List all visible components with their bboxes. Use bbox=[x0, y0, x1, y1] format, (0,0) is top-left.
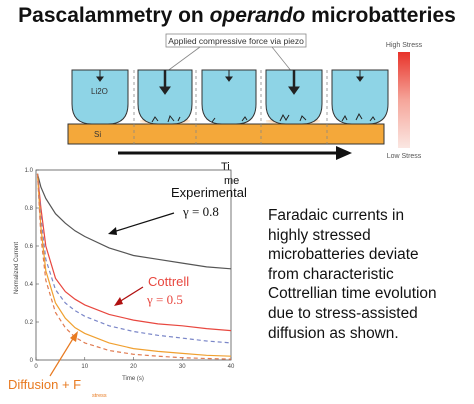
x-axis-label: Time (s) bbox=[122, 376, 144, 382]
x-tick-label: 40 bbox=[228, 364, 235, 370]
plot-axes: 0 10 20 30 40 0 0.2 0.4 0.6 0.8 1.0 bbox=[25, 168, 235, 370]
description-line: microbatteries deviate bbox=[268, 246, 419, 264]
x-tick-label: 30 bbox=[179, 364, 186, 370]
plot-series bbox=[36, 173, 232, 360]
arrow-experimental bbox=[112, 212, 175, 233]
force-arrows bbox=[96, 70, 364, 95]
annotation-cottrell-gamma: γ = 0.5 bbox=[146, 292, 183, 307]
crack-marks bbox=[151, 112, 376, 123]
li2o-cell-5 bbox=[331, 69, 389, 125]
description-text: Faradaic currents in highly stressed mic… bbox=[268, 206, 468, 343]
series-line-experimental bbox=[36, 173, 232, 270]
page-title: Pascalammetry on operando microbatteries bbox=[18, 4, 456, 27]
annotation-experimental: Experimental bbox=[171, 185, 247, 200]
callout-text: Applied compressive force via piezo bbox=[168, 36, 304, 46]
stress-scale-bar bbox=[398, 52, 410, 148]
series-line-cottrell bbox=[36, 173, 232, 332]
time-label-2: me bbox=[224, 175, 239, 187]
stress-zone-1 bbox=[140, 120, 190, 130]
time-label-1: Ti bbox=[221, 161, 230, 173]
annotation-diffusion-sub: stress bbox=[92, 393, 107, 399]
li2o-cell-3 bbox=[201, 69, 257, 125]
y-tick-label: 0.4 bbox=[25, 282, 34, 288]
description-line: diffusion as shown. bbox=[268, 324, 399, 342]
series-line-5 bbox=[36, 173, 232, 360]
annotation-cottrell: Cottrell bbox=[148, 274, 189, 289]
scale-low-label: Low Stress bbox=[387, 153, 422, 160]
description-line: Cottrellian time evolution bbox=[268, 285, 437, 303]
arrow-experimental-head bbox=[108, 227, 117, 235]
si-label: Si bbox=[94, 130, 101, 139]
series-line-4 bbox=[36, 173, 232, 357]
li2o-label: Li2O bbox=[91, 87, 108, 96]
y-tick-label: 0.6 bbox=[25, 244, 34, 250]
x-tick-label: 10 bbox=[81, 364, 88, 370]
y-tick-label: 0.2 bbox=[25, 320, 34, 326]
arrow-diffusion-head bbox=[70, 331, 78, 342]
arrow-diffusion bbox=[49, 336, 75, 377]
description-line: from characteristic bbox=[268, 265, 394, 283]
x-tick-label: 0 bbox=[34, 364, 38, 370]
time-arrow-head bbox=[336, 146, 352, 160]
y-tick-label: 0.8 bbox=[25, 206, 34, 212]
scale-high-label: High Stress bbox=[386, 42, 423, 49]
li2o-cell-4 bbox=[265, 69, 323, 125]
annotation-diffusion: Diffusion + F bbox=[8, 377, 81, 392]
callout-box bbox=[165, 33, 307, 48]
stress-zone-2 bbox=[266, 120, 320, 130]
arrow-cottrell-head bbox=[114, 297, 123, 306]
li2o-cell-2 bbox=[137, 69, 193, 125]
y-tick-label: 1.0 bbox=[25, 168, 34, 174]
annotation-experimental-gamma: γ = 0.8 bbox=[182, 204, 219, 219]
description-line: due to stress-assisted bbox=[268, 304, 418, 322]
callout-pointer-right bbox=[271, 46, 293, 73]
stress-zone-3 bbox=[340, 121, 380, 129]
x-tick-label: 20 bbox=[130, 364, 137, 370]
y-tick-label: 0 bbox=[30, 358, 34, 364]
y-axis-label: Normalized Current bbox=[14, 242, 20, 294]
callout-pointer-left bbox=[165, 46, 201, 73]
description-line: highly stressed bbox=[268, 226, 371, 244]
li2o-cell-1 bbox=[71, 69, 129, 125]
arrow-cottrell bbox=[118, 286, 144, 303]
description-line: Faradaic currents in bbox=[268, 207, 405, 224]
series-line-3 bbox=[36, 173, 232, 344]
